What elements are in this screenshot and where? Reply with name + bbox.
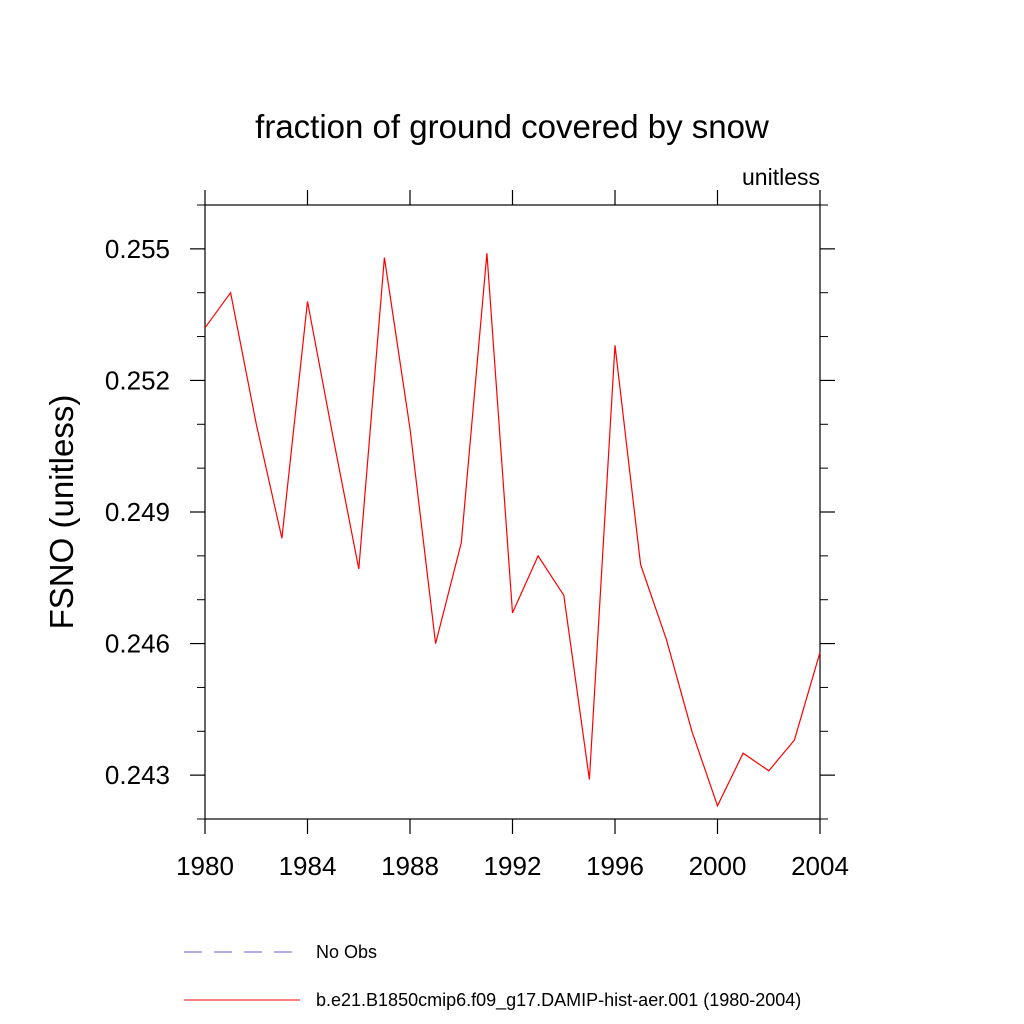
chart-title: fraction of ground covered by snow [255,108,769,145]
x-tick-label: 2000 [689,851,747,881]
series-layer [204,253,821,808]
y-tick-label: 0.255 [105,234,170,264]
x-tick-label: 1996 [586,851,644,881]
x-tick-label: 1992 [484,851,542,881]
axis-ticks [190,190,835,834]
y-tick-label: 0.246 [105,629,170,659]
series-line [204,253,821,808]
legend-label: b.e21.B1850cmip6.f09_g17.DAMIP-hist-aer.… [316,990,801,1011]
units-label: unitless [742,164,820,190]
legend-label: No Obs [316,942,377,962]
y-axis-label: FSNO (unitless) [43,395,80,630]
y-tick-label: 0.243 [105,760,170,790]
legend: No Obs b.e21.B1850cmip6.f09_g17.DAMIP-his… [184,942,801,1011]
x-tick-label: 2004 [791,851,849,881]
x-tick-label: 1984 [279,851,337,881]
x-tick-label: 1988 [381,851,439,881]
y-tick-label: 0.249 [105,497,170,527]
x-tick-label: 1980 [176,851,234,881]
tick-labels: 1980 1984 1988 1992 1996 2000 2004 0.243 0.246 0.… [105,234,849,881]
plot-frame [204,204,821,820]
y-tick-label: 0.252 [105,365,170,395]
